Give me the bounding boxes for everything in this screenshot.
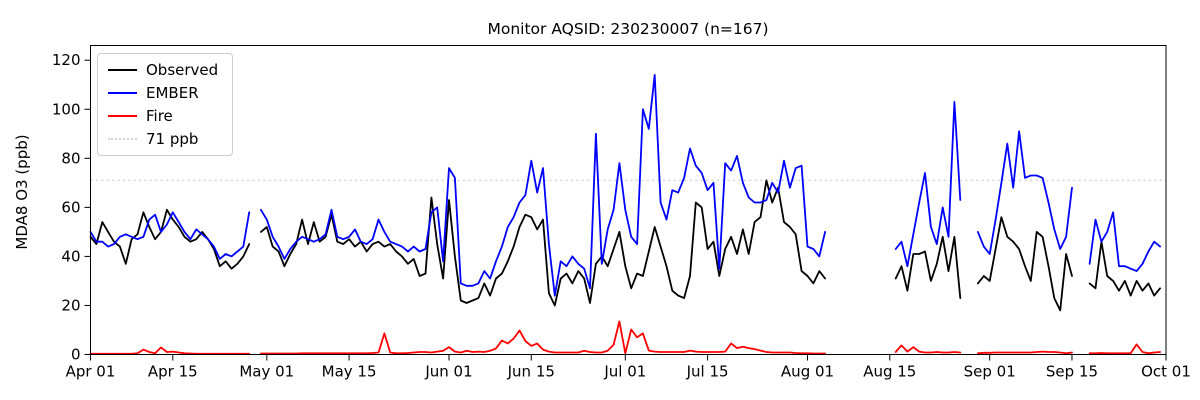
- y-tick-label: 120: [52, 51, 81, 69]
- legend: Observed EMBER Fire 71 ppb: [97, 53, 234, 156]
- x-tick-label: Sep 15: [1046, 363, 1098, 381]
- legend-item-observed: Observed: [108, 62, 218, 78]
- y-tick-label: 40: [61, 247, 80, 265]
- y-tick-label: 100: [52, 100, 81, 118]
- axes-frame: [90, 45, 1167, 355]
- legend-label-ember: EMBER: [146, 84, 199, 102]
- x-tick-label: Jun 15: [507, 363, 555, 381]
- reference-line-swatch: [108, 138, 137, 140]
- series-fire-line: [89, 320, 1161, 355]
- x-tick-label: Jun 01: [424, 363, 472, 381]
- ember-line-swatch: [108, 92, 137, 94]
- x-tick-label: Apr 01: [66, 363, 116, 381]
- x-tick-label: Aug 01: [781, 363, 834, 381]
- chart-title: Monitor AQSID: 230230007 (n=167): [487, 20, 769, 38]
- series-ember-line: [89, 74, 1161, 297]
- fire-line-swatch: [108, 115, 137, 117]
- x-tick-label: Oct 01: [1141, 363, 1191, 381]
- x-tick-label: Aug 15: [863, 363, 916, 381]
- legend-item-fire: Fire: [108, 108, 218, 124]
- series-observed-line: [89, 179, 1161, 312]
- x-tick-label: Sep 01: [964, 363, 1016, 381]
- x-tick-label: Jul 01: [603, 363, 646, 381]
- legend-label-fire: Fire: [146, 107, 173, 125]
- x-tick-label: Apr 15: [148, 363, 198, 381]
- legend-item-71ppb: 71 ppb: [108, 131, 218, 147]
- x-tick-label: May 01: [239, 363, 294, 381]
- y-tick-label: 20: [61, 296, 80, 314]
- y-axis-label: MDA8 O3 (ppb): [13, 134, 31, 250]
- x-tick-label: May 15: [322, 363, 377, 381]
- x-tick-label: Jul 15: [686, 363, 729, 381]
- legend-label-71ppb: 71 ppb: [146, 130, 199, 148]
- legend-item-ember: EMBER: [108, 85, 218, 101]
- legend-label-observed: Observed: [146, 61, 219, 79]
- y-tick-label: 60: [61, 198, 80, 216]
- y-tick-label: 80: [61, 149, 80, 167]
- y-tick-label: 0: [71, 346, 81, 364]
- observed-line-swatch: [108, 69, 137, 71]
